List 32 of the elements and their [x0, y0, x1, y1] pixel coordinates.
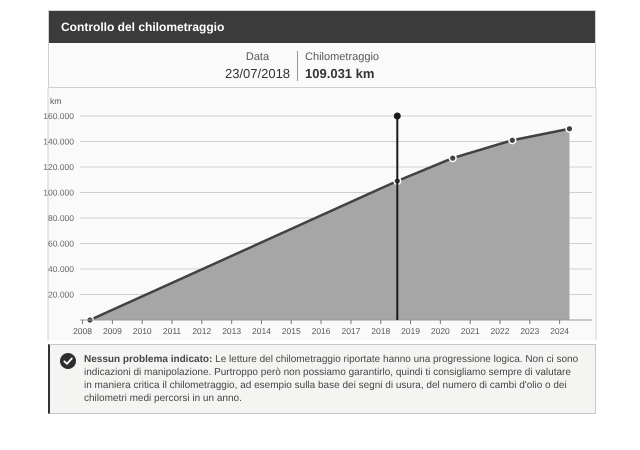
x-tick-label: 2016 — [312, 326, 331, 336]
x-tick-label: 2011 — [162, 326, 182, 336]
x-tick-label: 2010 — [132, 326, 152, 336]
x-tick-label: 2012 — [192, 326, 212, 336]
y-tick-label: 120.000 — [43, 162, 74, 172]
text: 109.031 km — [305, 66, 376, 81]
x-tick-label: 2013 — [222, 326, 242, 336]
y-tick-label: 60.000 — [48, 238, 74, 248]
x-tick-label: 2023 — [520, 326, 540, 336]
x-tick-label: 2015 — [282, 326, 301, 336]
y-axis-title: km — [50, 96, 62, 106]
x-tick-label: 2014 — [252, 326, 272, 336]
x-tick-label: 2020 — [430, 326, 450, 336]
x-tick-label: 2017 — [341, 326, 361, 336]
chart-title: Controllo del chilometraggio — [49, 11, 595, 43]
y-tick-label: 140.000 — [43, 136, 74, 146]
x-tick-label: 2019 — [401, 326, 420, 336]
x-tick-label: 2021 — [460, 326, 480, 336]
x-tick-label: 2022 — [490, 326, 510, 336]
y-tick-label: 160.000 — [43, 111, 74, 121]
x-tick-label: 2018 — [371, 326, 390, 336]
y-tick-label: 80.000 — [48, 213, 74, 223]
text: Nessun problema indicato: — [84, 354, 212, 365]
y-tick-label: 20.000 — [48, 290, 74, 300]
text: Chilometraggio — [305, 51, 380, 63]
text: 23/07/2018 — [224, 66, 290, 81]
y-tick-label: 100.000 — [43, 188, 74, 198]
x-tick-label: 2009 — [102, 326, 122, 336]
y-tick-label: 40.000 — [48, 264, 74, 274]
text: Data — [244, 51, 270, 63]
x-tick-label: 2024 — [550, 326, 570, 336]
x-tick-label: 2008 — [73, 326, 92, 336]
